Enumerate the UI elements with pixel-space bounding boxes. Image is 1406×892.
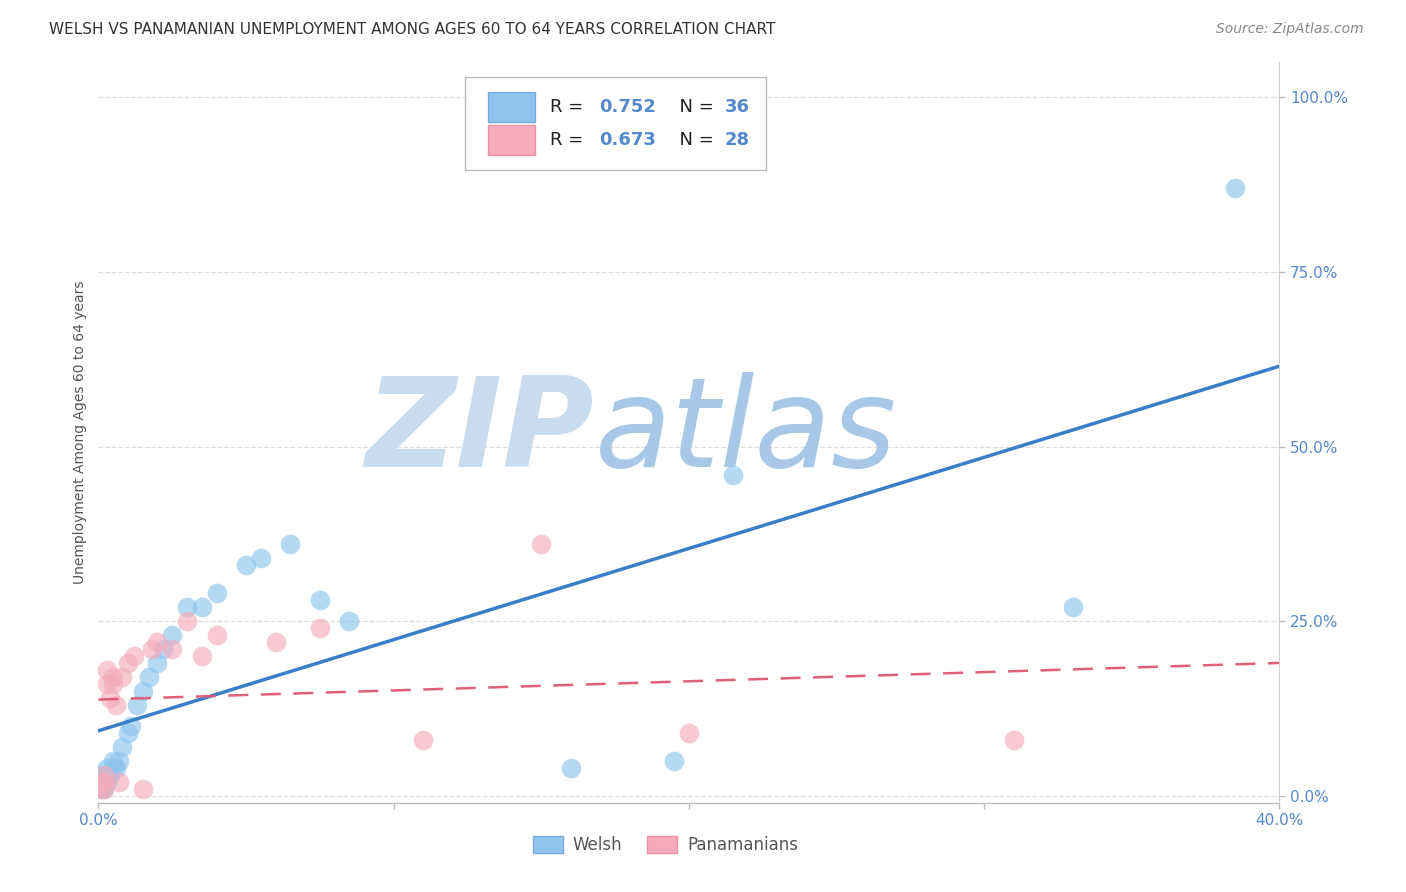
Point	[105, 698, 128, 712]
Point	[90, 768, 112, 782]
Point	[530, 537, 553, 551]
Point	[235, 558, 257, 573]
Point	[560, 761, 582, 775]
Point	[117, 726, 139, 740]
Point	[117, 656, 139, 670]
Point	[146, 635, 169, 649]
Point	[96, 775, 118, 789]
Text: atlas: atlas	[595, 372, 897, 493]
Point	[96, 677, 118, 691]
Point	[146, 656, 169, 670]
Point	[111, 670, 134, 684]
Point	[98, 691, 121, 706]
Point	[309, 621, 332, 635]
Point	[1225, 181, 1247, 195]
FancyBboxPatch shape	[464, 78, 766, 169]
Point	[191, 600, 214, 615]
Text: R =: R =	[550, 131, 589, 149]
Point	[412, 733, 434, 747]
Point	[93, 781, 115, 796]
Point	[96, 768, 118, 782]
Point	[205, 586, 228, 600]
FancyBboxPatch shape	[488, 126, 536, 155]
Point	[1062, 600, 1084, 615]
FancyBboxPatch shape	[488, 92, 536, 121]
Point	[90, 775, 112, 789]
Point	[96, 761, 118, 775]
Point	[152, 642, 174, 657]
Point	[176, 614, 198, 628]
Point	[93, 775, 115, 789]
Y-axis label: Unemployment Among Ages 60 to 64 years: Unemployment Among Ages 60 to 64 years	[73, 281, 87, 584]
Point	[105, 761, 128, 775]
Point	[280, 537, 302, 551]
Point	[1002, 733, 1025, 747]
Text: 0.673: 0.673	[599, 131, 657, 149]
Text: R =: R =	[550, 98, 589, 116]
Point	[90, 781, 112, 796]
Point	[125, 698, 148, 712]
Point	[120, 719, 142, 733]
Point	[103, 761, 125, 775]
Text: WELSH VS PANAMANIAN UNEMPLOYMENT AMONG AGES 60 TO 64 YEARS CORRELATION CHART: WELSH VS PANAMANIAN UNEMPLOYMENT AMONG A…	[49, 22, 776, 37]
Point	[132, 781, 155, 796]
Point	[339, 614, 361, 628]
Text: Source: ZipAtlas.com: Source: ZipAtlas.com	[1216, 22, 1364, 37]
Point	[191, 649, 214, 664]
Point	[250, 551, 273, 566]
Point	[111, 739, 134, 754]
Point	[162, 628, 183, 642]
Text: ZIP: ZIP	[366, 372, 595, 493]
Point	[93, 768, 115, 782]
Point	[98, 768, 121, 782]
Text: 0.752: 0.752	[599, 98, 657, 116]
Point	[103, 670, 125, 684]
Point	[93, 775, 115, 789]
Point	[103, 677, 125, 691]
Text: N =: N =	[668, 131, 720, 149]
Point	[122, 649, 145, 664]
Point	[132, 684, 155, 698]
Point	[664, 754, 686, 768]
Point	[93, 768, 115, 782]
Point	[90, 775, 112, 789]
Point	[108, 775, 131, 789]
Point	[309, 593, 332, 607]
Point	[108, 754, 131, 768]
Point	[93, 781, 115, 796]
Point	[205, 628, 228, 642]
Point	[103, 754, 125, 768]
Text: 36: 36	[724, 98, 749, 116]
Point	[678, 726, 700, 740]
Text: 28: 28	[724, 131, 749, 149]
Legend: Welsh, Panamanians: Welsh, Panamanians	[526, 830, 804, 861]
Point	[141, 642, 163, 657]
Point	[264, 635, 287, 649]
Text: N =: N =	[668, 98, 720, 116]
Point	[90, 781, 112, 796]
Point	[176, 600, 198, 615]
Point	[96, 663, 118, 677]
Point	[723, 467, 745, 482]
Point	[162, 642, 183, 657]
Point	[138, 670, 160, 684]
